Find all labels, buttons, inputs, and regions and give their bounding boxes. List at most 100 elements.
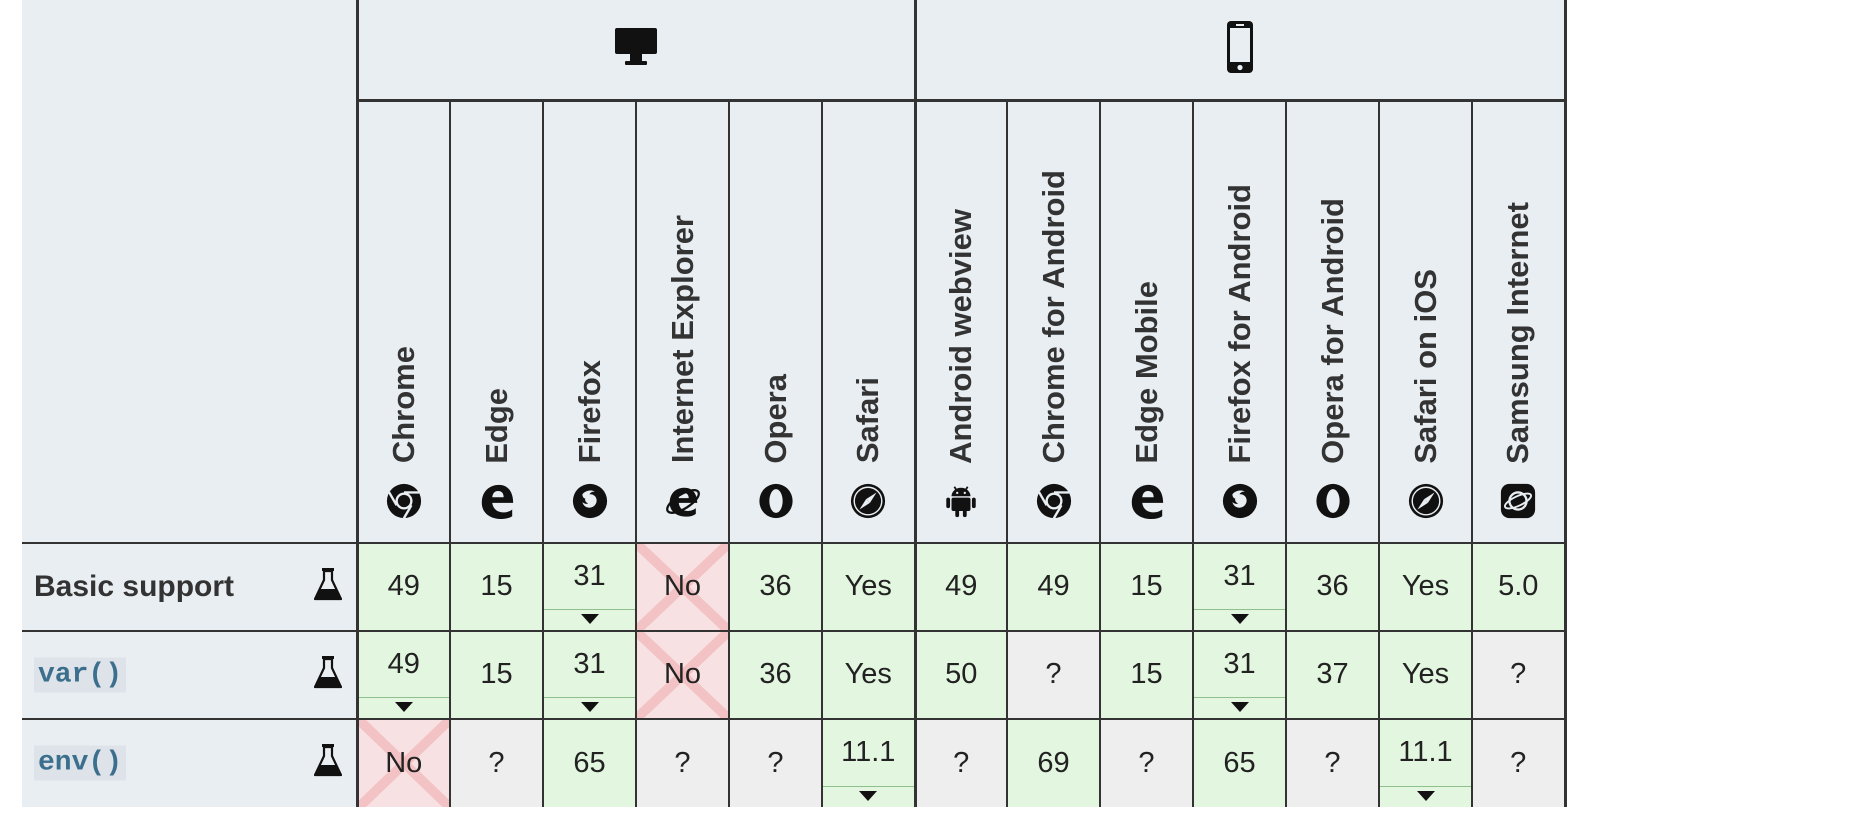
browser-header-internet-explorer: Internet Explorer [636,100,730,543]
browser-name-label: Firefox for Android [1221,183,1257,464]
support-version: ? [767,746,784,779]
support-cell-yes[interactable]: 11.1 [1379,717,1473,807]
browser-name-label: Chrome [385,346,421,464]
caret-down-icon[interactable] [580,701,599,712]
support-cell-yes[interactable]: 31 [543,541,637,631]
support-cell-yes[interactable]: 31 [1193,629,1287,719]
browser-name-label: Edge Mobile [1128,280,1164,464]
notes-toggle[interactable] [823,785,914,807]
notes-toggle[interactable] [544,696,635,718]
feature-name-cell[interactable]: env() [22,717,359,807]
no-support-cross [637,543,728,630]
browser-header-firefox: Firefox [543,100,637,543]
support-cell-yes: 69 [1007,717,1101,807]
notes-toggle[interactable] [1194,696,1285,718]
support-version: 31 [573,647,606,680]
browser-name-label: Chrome for Android [1035,170,1071,464]
opera-icon [1314,482,1352,520]
caret-down-icon[interactable] [859,790,878,801]
notes-toggle[interactable] [1194,608,1285,630]
support-version: No [663,658,702,690]
browser-name-label: Firefox [571,360,607,464]
support-cell-yes[interactable]: 11.1 [822,717,917,807]
feature-row: env() No? 65?? 11.1? 69? 65? 11.1? [22,717,1567,807]
browser-compatibility-table: Chrome Edge Firefox Internet Explorer Opera S… [22,0,1567,807]
samsung-internet-icon [1499,482,1537,520]
feature-name-cell[interactable]: var() [22,629,359,719]
chrome-icon [1035,482,1073,520]
safari-icon [1407,482,1445,520]
feature-code-link[interactable]: env() [34,745,127,781]
support-cell-unknown: ? [915,717,1008,807]
support-version: 65 [573,746,606,779]
feature-code-link[interactable]: var() [34,657,127,692]
edge-icon [478,482,516,520]
support-version: 15 [1130,658,1163,690]
caret-down-icon[interactable] [1230,701,1249,712]
table-corner [22,0,359,543]
opera-icon [757,482,795,520]
support-cell-yes: Yes [1379,629,1473,719]
browser-header-safari: Safari [822,100,917,543]
safari-icon [849,482,887,520]
support-cell-yes[interactable]: 49 [357,629,451,719]
support-version: 31 [573,559,606,592]
support-version: ? [674,746,691,779]
support-cell-yes: 49 [357,541,451,631]
support-version: ? [1510,746,1527,779]
caret-down-icon[interactable] [1416,790,1435,801]
browser-header-edge: Edge [450,100,544,543]
browser-name-label: Edge [478,387,514,464]
notes-toggle[interactable] [358,696,449,718]
browser-name-label: Safari on iOS [1407,268,1443,464]
support-cell-unknown: ? [1472,717,1567,807]
browser-header-edge-mobile: Edge Mobile [1100,100,1194,543]
platform-header-mobile-phone [915,0,1567,102]
browser-header-row: Chrome Edge Firefox Internet Explorer Opera S… [22,100,1567,543]
support-version: 36 [759,658,792,690]
support-version: Yes [1401,658,1450,690]
support-version: 15 [480,570,513,602]
browser-header-opera-for-android: Opera for Android [1286,100,1380,543]
support-version: 49 [1037,570,1070,602]
support-cell-no: No [636,541,730,631]
support-version: 65 [1223,746,1256,779]
feature-name-label: Basic support [34,569,235,603]
support-version: 36 [759,570,792,602]
support-cell-yes: 15 [1100,629,1194,719]
support-cell-unknown: ? [1007,629,1101,719]
no-support-cross [637,631,728,718]
support-cell-yes: 65 [1193,717,1287,807]
caret-down-icon[interactable] [394,701,413,712]
support-cell-yes[interactable]: 31 [543,629,637,719]
notes-toggle[interactable] [1380,785,1471,807]
support-cell-unknown: ? [1472,629,1567,719]
feature-row: var() 49 15 31 No 36 Yes 50? 15 31 37 Yes? [22,629,1567,719]
feature-row: Basic support 49 15 31 No 36 Yes 49 49 15 31 36 Yes 5… [22,541,1567,631]
firefox-icon [1221,482,1259,520]
caret-down-icon[interactable] [580,613,599,624]
android-icon [942,482,980,520]
caret-down-icon[interactable] [1230,613,1249,624]
support-version: No [663,570,702,602]
support-version: 36 [1316,570,1349,602]
browser-header-samsung-internet: Samsung Internet [1472,100,1567,543]
edge-icon [1128,482,1166,520]
chrome-icon [385,482,423,520]
support-cell-unknown: ? [636,717,730,807]
support-version: ? [1510,658,1527,690]
internet-explorer-icon [664,482,702,520]
support-version: 31 [1223,647,1256,680]
browser-name-label: Internet Explorer [664,215,700,464]
support-cell-yes: 15 [450,629,544,719]
notes-toggle[interactable] [544,608,635,630]
support-version: ? [1324,746,1341,779]
support-cell-yes: 36 [729,629,823,719]
support-cell-unknown: ? [450,717,544,807]
support-version: 49 [387,570,420,602]
support-cell-yes[interactable]: 31 [1193,541,1287,631]
browser-header-opera: Opera [729,100,823,543]
support-version: 15 [480,658,513,690]
support-cell-unknown: ? [1286,717,1380,807]
browser-header-firefox-for-android: Firefox for Android [1193,100,1287,543]
